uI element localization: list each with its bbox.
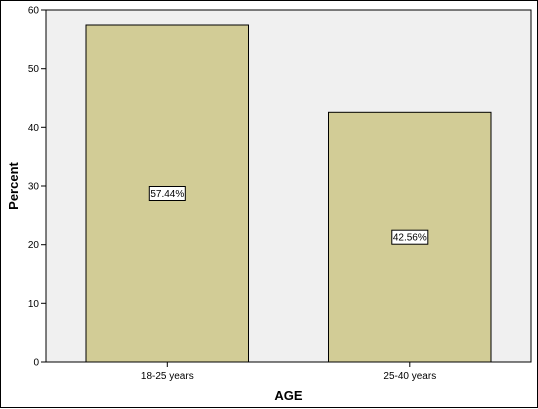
data-labels-group: 57.44% 42.56%: [148, 186, 429, 245]
y-tick-label-5: 40: [28, 123, 40, 134]
y-tick-label-7: 60: [28, 6, 40, 17]
y-tick-label-4: 30: [28, 182, 40, 193]
x-tick-label-1: 18-25 years: [141, 371, 194, 382]
y-tick-label-3: 20: [28, 240, 40, 251]
x-tick-label-2: 25-40 years: [383, 371, 436, 382]
y-tick-label-6: 50: [28, 64, 40, 75]
data-label-box-2: [391, 229, 429, 245]
y-tick-label-1: 0: [33, 358, 39, 369]
x-axis-title: AGE: [274, 388, 303, 403]
y-tick-label-2: 10: [28, 299, 40, 310]
y-axis: 0 10 20 30 40 50 60: [28, 6, 46, 369]
data-label-2: 42.56%: [393, 233, 427, 244]
x-axis: 18-25 years 25-40 years: [141, 362, 436, 382]
y-axis-title: Percent: [6, 161, 21, 209]
data-label-box-1: [148, 186, 186, 201]
data-label-1: 57.44%: [150, 189, 184, 200]
